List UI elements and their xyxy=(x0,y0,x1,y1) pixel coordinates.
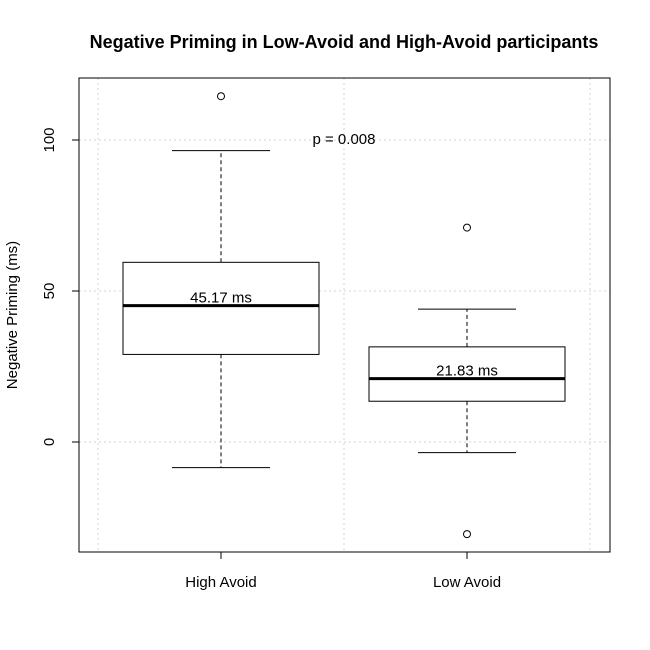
axes: 0 50 100 High Avoid Low Avoid xyxy=(41,127,501,591)
outlier-point xyxy=(463,223,471,232)
chart-title: Negative Priming in Low-Avoid and High-A… xyxy=(90,32,599,52)
y-tick-label: 0 xyxy=(41,438,58,446)
y-tick-label: 100 xyxy=(41,127,58,152)
box-series: 45.17 ms 21.83 ms p = 0.008 xyxy=(122,92,566,539)
box-group: 45.17 ms xyxy=(122,92,320,469)
median-label: 21.83 ms xyxy=(436,363,498,380)
x-tick-label: Low Avoid xyxy=(433,574,501,591)
y-tick-label: 50 xyxy=(41,283,58,300)
iqr-box xyxy=(368,346,566,402)
iqr-box xyxy=(122,261,320,355)
y-axis-label: Negative Priming (ms) xyxy=(4,241,21,389)
p-value-annotation: p = 0.008 xyxy=(313,131,376,148)
median-label: 45.17 ms xyxy=(190,290,252,307)
outlier-point xyxy=(217,92,225,101)
x-tick-label: High Avoid xyxy=(185,574,256,591)
outlier-point xyxy=(463,530,471,539)
grid-lines xyxy=(79,78,610,552)
box-group: 21.83 ms xyxy=(368,223,566,539)
